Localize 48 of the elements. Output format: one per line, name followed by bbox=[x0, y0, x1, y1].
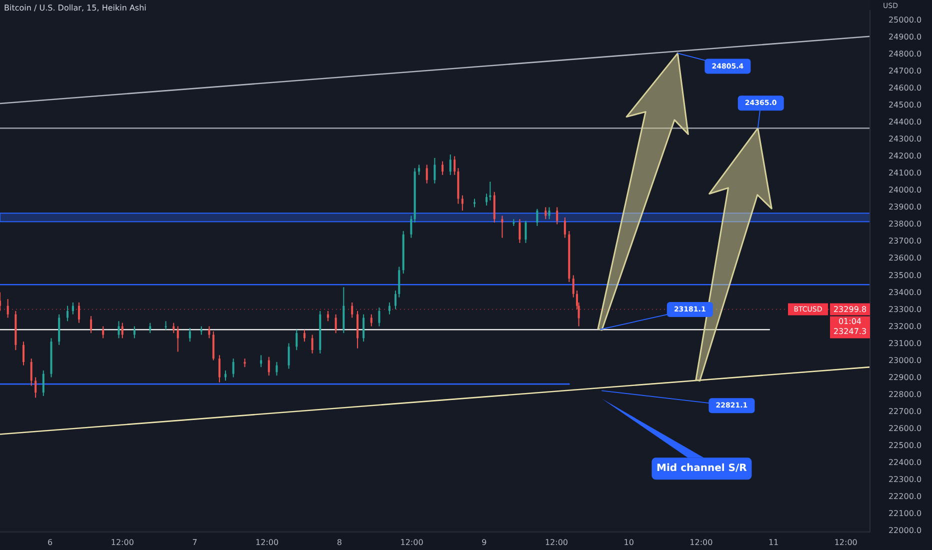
chart-title: Bitcoin / U.S. Dollar, 15, Heikin Ashi bbox=[4, 4, 146, 12]
y-tick-label: 22500.0 bbox=[888, 440, 922, 450]
y-tick-label: 24500.0 bbox=[888, 100, 922, 110]
x-tick-label: 12:00 bbox=[544, 538, 568, 547]
y-tick-label: 23200.0 bbox=[888, 322, 922, 331]
x-tick-label: 6 bbox=[47, 538, 53, 547]
y-tick-label: 22200.0 bbox=[888, 492, 922, 501]
y-tick-label: 24000.0 bbox=[888, 186, 922, 195]
y-tick-label: 23700.0 bbox=[888, 236, 922, 246]
y-tick-label: 23400.0 bbox=[888, 288, 922, 297]
y-tick-label: 22600.0 bbox=[888, 424, 922, 433]
y-tick-label: 23600.0 bbox=[888, 254, 922, 263]
x-tick-label: 12:00 bbox=[400, 538, 424, 547]
y-tick-label: 24200.0 bbox=[888, 152, 922, 161]
ref-line-label: 23299.8 bbox=[833, 304, 867, 314]
y-tick-label: 23900.0 bbox=[888, 202, 922, 212]
y-tick-label: 24800.0 bbox=[888, 50, 922, 59]
y-tick-label: 25000.0 bbox=[888, 16, 922, 25]
y-tick-label: 24700.0 bbox=[888, 66, 922, 76]
y-tick-label: 22400.0 bbox=[888, 458, 922, 467]
y-tick-label: 23800.0 bbox=[888, 220, 922, 229]
y-tick-label: 24100.0 bbox=[888, 168, 922, 178]
x-tick-label: 12:00 bbox=[690, 538, 713, 547]
y-tick-label: 24400.0 bbox=[888, 118, 922, 127]
x-tick-label: 12:00 bbox=[256, 538, 279, 547]
y-tick-label: 24300.0 bbox=[888, 134, 922, 144]
y-tick-label: 23300.0 bbox=[888, 304, 922, 314]
y-tick-label: 22100.0 bbox=[888, 508, 922, 518]
x-tick-label: 12:00 bbox=[110, 538, 134, 547]
annotation: 01:04 bbox=[838, 316, 862, 326]
y-tick-label: 22800.0 bbox=[888, 390, 922, 399]
y-tick-label: 23500.0 bbox=[888, 270, 922, 280]
y-tick-label: 23000.0 bbox=[888, 356, 922, 365]
annotation: Mid channel S/R bbox=[656, 463, 748, 474]
y-tick-label: 23100.0 bbox=[888, 338, 922, 348]
x-tick-label: 11 bbox=[768, 538, 779, 547]
x-tick-label: 8 bbox=[336, 538, 342, 547]
y-tick-label: 24600.0 bbox=[888, 84, 922, 93]
x-tick-label: 12:00 bbox=[834, 538, 858, 547]
y-tick-label: 22700.0 bbox=[888, 406, 922, 416]
y-tick-label: 22300.0 bbox=[888, 474, 922, 484]
x-tick-label: 7 bbox=[192, 538, 198, 547]
x-tick-label: 10 bbox=[624, 538, 634, 547]
y-tick-label: 22900.0 bbox=[888, 372, 922, 382]
x-tick-label: 9 bbox=[482, 538, 487, 547]
y-tick-label: 22000.0 bbox=[888, 526, 922, 535]
annotation: 23247.3 bbox=[833, 326, 867, 336]
y-tick-label: 24900.0 bbox=[888, 32, 922, 42]
